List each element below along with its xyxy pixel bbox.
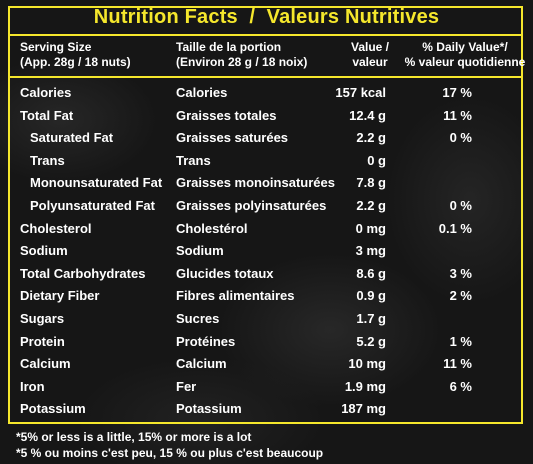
- serving-size-amount: (App. 28g / 18 nuts): [20, 55, 131, 69]
- nutrient-name-en: Monounsaturated Fat: [30, 175, 163, 191]
- value-header: Value / valeur: [330, 40, 410, 70]
- table-row: Sodium Sodium 3 mg: [0, 243, 533, 265]
- table-row: Total Fat Graisses totales 12.4 g 11 %: [0, 108, 533, 130]
- table-row: Dietary Fiber Fibres alimentaires 0.9 g 2 %: [0, 288, 533, 310]
- table-row: Polyunsaturated Fat Graisses polyinsaturé…: [0, 198, 533, 220]
- serving-size-en: Serving Size (App. 28g / 18 nuts): [20, 40, 131, 70]
- daily-value-header: % Daily Value*/ % valeur quotidienne: [395, 40, 533, 70]
- nutrient-name-en: Protein: [20, 333, 65, 349]
- nutrient-name-fr: Graisses polyinsaturées: [176, 198, 327, 213]
- nutrient-value: 7.8 g: [356, 175, 386, 191]
- nutrient-daily-value: 0.1 %: [438, 220, 472, 236]
- nutrient-name-fr: Fer: [176, 378, 197, 394]
- nutrient-value: 0 mg: [355, 220, 386, 236]
- nutrient-name-en: Saturated Fat: [30, 130, 114, 146]
- daily-value-header-en: % Daily Value*/: [422, 40, 508, 54]
- nutrient-name-en: Calcium: [20, 356, 71, 372]
- nutrient-name-fr: Sucres: [176, 311, 220, 326]
- nutrient-value: 187 mg: [341, 401, 386, 417]
- table-row: Monounsaturated Fat Graisses monoinsaturé…: [0, 175, 533, 197]
- table-row: Iron Fer 1.9 mg 6 %: [0, 379, 533, 401]
- table-row: Trans Trans 0 g: [0, 153, 533, 175]
- nutrient-name-en: Total Carbohydrates: [20, 265, 146, 281]
- table-row: Calories Calories 157 kcal 17 %: [0, 85, 533, 107]
- header-divider: [8, 76, 523, 78]
- footer-divider: [8, 422, 523, 424]
- nutrient-daily-value: 1 %: [449, 333, 472, 349]
- nutrient-name-en: Polyunsaturated Fat: [30, 198, 155, 213]
- portion-label: Taille de la portion: [176, 40, 282, 54]
- table-row: Cholesterol Cholestérol 0 mg 0.1 %: [0, 221, 533, 243]
- nutrient-name-en: Iron: [20, 378, 45, 394]
- panel-title: Nutrition Facts / Valeurs Nutritives: [93, 6, 440, 28]
- nutrient-name-fr: Graisses saturées: [176, 130, 289, 146]
- nutrient-name-fr: Protéines: [176, 333, 236, 349]
- nutrient-name-en: Sodium: [20, 243, 68, 259]
- nutrient-daily-value: 0 %: [449, 198, 472, 213]
- nutrient-value: 10 mg: [348, 356, 386, 372]
- title-divider: [8, 34, 523, 36]
- nutrient-name-fr: Sodium: [176, 243, 224, 259]
- nutrient-name-fr: Calories: [176, 85, 228, 100]
- nutrient-name-fr: Graisses monoinsaturées: [176, 175, 335, 191]
- nutrient-daily-value: 11 %: [443, 107, 472, 123]
- nutrient-value: 5.2 g: [356, 333, 386, 349]
- nutrient-name-en: Sugars: [20, 311, 65, 326]
- nutrient-name-en: Trans: [30, 152, 65, 168]
- nutrient-daily-value: 3 %: [449, 265, 472, 281]
- nutrient-value: 2.2 g: [356, 198, 386, 213]
- nutrient-name-fr: Glucides totaux: [176, 265, 274, 281]
- table-row: Calcium Calcium 10 mg 11 %: [0, 356, 533, 378]
- nutrient-daily-value: 6 %: [449, 378, 472, 394]
- nutrient-value: 2.2 g: [356, 130, 386, 146]
- serving-size-fr: Taille de la portion (Environ 28 g / 18 …: [176, 40, 307, 70]
- table-row: Saturated Fat Graisses saturées 2.2 g 0 %: [0, 130, 533, 152]
- nutrient-daily-value: 17 %: [442, 85, 472, 100]
- nutrient-name-en: Cholesterol: [20, 220, 92, 236]
- portion-amount: (Environ 28 g / 18 noix): [176, 55, 308, 69]
- footnote-en: *5% or less is a little, 15% or more is …: [16, 430, 252, 444]
- nutrient-name-en: Dietary Fiber: [20, 288, 100, 304]
- nutrient-daily-value: 11 %: [443, 356, 472, 372]
- table-row: Potassium Potassium 187 mg: [0, 401, 533, 423]
- nutrient-name-fr: Cholestérol: [176, 220, 248, 236]
- nutrient-daily-value: 0 %: [449, 130, 472, 146]
- nutrient-value: 3 mg: [355, 243, 386, 259]
- serving-size-label: Serving Size: [20, 40, 92, 54]
- value-header-en: Value /: [350, 40, 390, 54]
- table-row: Protein Protéines 5.2 g 1 %: [0, 334, 533, 356]
- nutrient-value: 0.9 g: [356, 288, 386, 304]
- nutrient-daily-value: 2 %: [449, 288, 472, 304]
- value-header-fr: valeur: [352, 55, 388, 69]
- nutrient-name-fr: Graisses totales: [176, 107, 277, 123]
- table-row: Total Carbohydrates Glucides totaux 8.6 g 3…: [0, 266, 533, 288]
- nutrient-name-en: Total Fat: [20, 107, 74, 123]
- nutrient-name-fr: Fibres alimentaires: [176, 288, 295, 304]
- nutrient-value: 1.9 mg: [344, 378, 386, 394]
- footnote-fr: *5 % ou moins c'est peu, 15 % ou plus c'…: [16, 446, 324, 460]
- table-row: Sugars Sucres 1.7 g: [0, 311, 533, 333]
- nutrient-value: 1.7 g: [356, 311, 386, 326]
- nutrient-value: 12.4 g: [349, 107, 386, 123]
- nutrient-name-en: Calories: [20, 85, 72, 100]
- nutrient-value: 0 g: [367, 152, 386, 168]
- nutrient-name-fr: Trans: [176, 152, 211, 168]
- nutrient-name-fr: Potassium: [176, 401, 242, 417]
- nutrient-value: 157 kcal: [335, 85, 386, 100]
- nutrient-value: 8.6 g: [356, 265, 386, 281]
- nutrient-name-en: Potassium: [20, 401, 86, 417]
- daily-value-header-fr: % valeur quotidienne: [404, 55, 526, 69]
- nutrient-name-fr: Calcium: [176, 356, 227, 372]
